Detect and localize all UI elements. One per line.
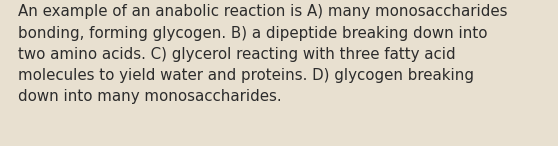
Text: An example of an anabolic reaction is A) many monosaccharides
bonding, forming g: An example of an anabolic reaction is A)… (18, 4, 507, 104)
